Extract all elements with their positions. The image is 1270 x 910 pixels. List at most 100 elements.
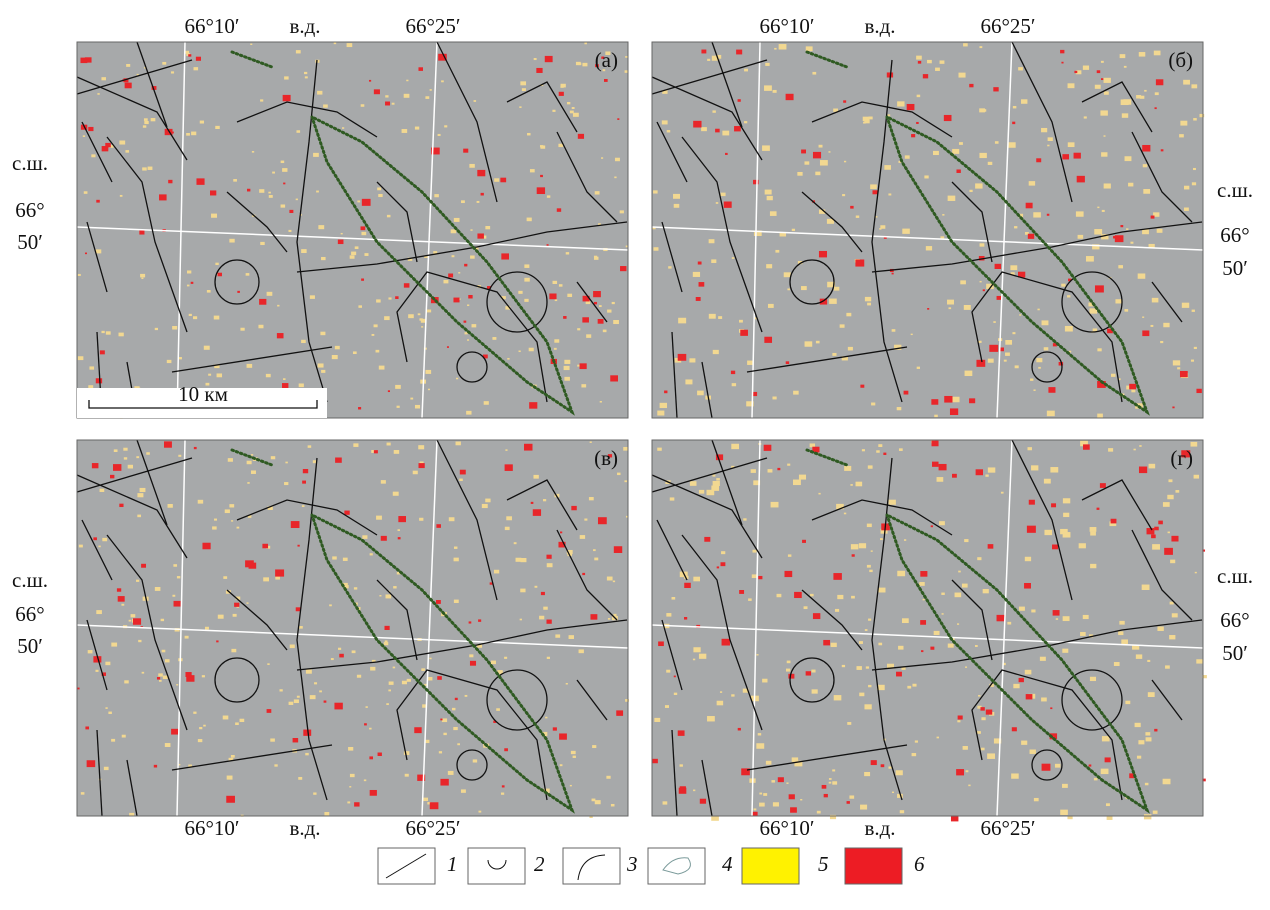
anomaly-yellow bbox=[331, 658, 334, 660]
lat-label: 66° bbox=[15, 602, 44, 626]
anomaly-yellow bbox=[282, 168, 287, 172]
anomaly-red bbox=[477, 170, 485, 176]
anomaly-red bbox=[843, 100, 846, 102]
anomaly-yellow bbox=[1050, 467, 1058, 472]
anomaly-red bbox=[738, 99, 741, 102]
anomaly-yellow bbox=[832, 769, 835, 771]
anomaly-yellow bbox=[520, 589, 525, 593]
anomaly-yellow bbox=[491, 661, 496, 665]
anomaly-yellow bbox=[771, 502, 779, 508]
anomaly-yellow bbox=[376, 350, 380, 353]
anomaly-yellow bbox=[566, 683, 568, 685]
anomaly-yellow bbox=[758, 733, 761, 735]
anomaly-yellow bbox=[269, 195, 273, 198]
anomaly-red bbox=[725, 153, 728, 155]
anomaly-yellow bbox=[294, 699, 299, 703]
anomaly-yellow bbox=[788, 554, 791, 556]
anomaly-yellow bbox=[844, 513, 846, 515]
anomaly-yellow bbox=[193, 316, 197, 319]
anomaly-yellow bbox=[1142, 229, 1149, 234]
anomaly-yellow bbox=[151, 118, 156, 121]
anomaly-yellow bbox=[143, 125, 146, 127]
anomaly-red bbox=[1089, 764, 1092, 766]
anomaly-yellow bbox=[980, 281, 982, 282]
anomaly-yellow bbox=[594, 558, 598, 561]
anomaly-yellow bbox=[194, 67, 199, 70]
anomaly-yellow bbox=[866, 666, 869, 668]
anomaly-yellow bbox=[756, 743, 764, 749]
anomaly-yellow bbox=[1048, 137, 1053, 141]
legend-swatch bbox=[468, 848, 525, 884]
anomaly-red bbox=[896, 672, 902, 677]
anomaly-yellow bbox=[524, 299, 528, 302]
anomaly-yellow bbox=[1118, 265, 1123, 268]
anomaly-yellow bbox=[957, 720, 960, 722]
anomaly-red bbox=[226, 796, 235, 803]
anomaly-yellow bbox=[155, 587, 161, 591]
anomaly-yellow bbox=[919, 582, 924, 586]
anomaly-yellow bbox=[1095, 85, 1101, 89]
anomaly-yellow bbox=[547, 195, 550, 197]
anomaly-yellow bbox=[301, 340, 306, 343]
anomaly-yellow bbox=[357, 200, 360, 202]
anomaly-yellow bbox=[770, 211, 777, 216]
anomaly-yellow bbox=[689, 358, 695, 362]
anomaly-yellow bbox=[666, 613, 671, 617]
anomaly-yellow bbox=[204, 346, 210, 350]
anomaly-yellow bbox=[434, 194, 439, 197]
anomaly-yellow bbox=[774, 48, 776, 50]
anomaly-yellow bbox=[663, 801, 668, 804]
anomaly-red bbox=[952, 474, 957, 478]
anomaly-red bbox=[374, 450, 378, 453]
anomaly-red bbox=[463, 149, 468, 153]
anomaly-yellow bbox=[128, 465, 133, 469]
anomaly-yellow bbox=[801, 286, 807, 290]
anomaly-yellow bbox=[540, 145, 545, 148]
anomaly-yellow bbox=[324, 812, 329, 815]
anomaly-yellow bbox=[306, 670, 312, 674]
anomaly-red bbox=[324, 700, 327, 702]
anomaly-yellow bbox=[1144, 814, 1151, 819]
anomaly-yellow bbox=[983, 589, 989, 593]
anomaly-yellow bbox=[1042, 320, 1049, 325]
anomaly-yellow bbox=[1170, 602, 1174, 605]
anomaly-yellow bbox=[564, 377, 570, 381]
anomaly-yellow bbox=[722, 131, 729, 136]
anomaly-yellow bbox=[1179, 134, 1184, 137]
anomaly-red bbox=[1051, 503, 1056, 507]
anomaly-yellow bbox=[259, 189, 264, 193]
anomaly-yellow bbox=[842, 665, 845, 667]
anomaly-yellow bbox=[342, 127, 344, 129]
anomaly-yellow bbox=[527, 133, 530, 135]
anomaly-yellow bbox=[1139, 52, 1145, 57]
anomaly-yellow bbox=[456, 378, 458, 380]
anomaly-yellow bbox=[1152, 544, 1160, 549]
anomaly-yellow bbox=[335, 346, 340, 349]
anomaly-yellow bbox=[233, 179, 237, 182]
anomaly-yellow bbox=[1030, 379, 1033, 381]
anomaly-yellow bbox=[83, 135, 85, 137]
anomaly-red bbox=[1077, 176, 1085, 183]
anomaly-yellow bbox=[1170, 560, 1175, 564]
anomaly-yellow bbox=[988, 359, 994, 363]
anomaly-yellow bbox=[869, 117, 873, 120]
anomaly-yellow bbox=[979, 153, 986, 158]
anomaly-yellow bbox=[138, 640, 141, 642]
anomaly-yellow bbox=[693, 790, 695, 792]
anomaly-yellow bbox=[137, 493, 143, 497]
lon-label: 66°10′ bbox=[760, 14, 815, 38]
anomaly-yellow bbox=[370, 553, 373, 555]
anomaly-yellow bbox=[1160, 341, 1163, 343]
anomaly-yellow bbox=[666, 670, 670, 673]
anomaly-yellow bbox=[559, 284, 563, 286]
anomaly-red bbox=[679, 788, 687, 794]
anomaly-yellow bbox=[859, 543, 866, 548]
anomaly-yellow bbox=[957, 623, 959, 624]
anomaly-yellow bbox=[1135, 723, 1141, 727]
anomaly-red bbox=[504, 748, 508, 751]
anomaly-yellow bbox=[937, 737, 939, 739]
anomaly-yellow bbox=[584, 519, 587, 521]
anomaly-yellow bbox=[988, 162, 993, 165]
anomaly-yellow bbox=[506, 516, 512, 520]
anomaly-red bbox=[847, 801, 850, 804]
